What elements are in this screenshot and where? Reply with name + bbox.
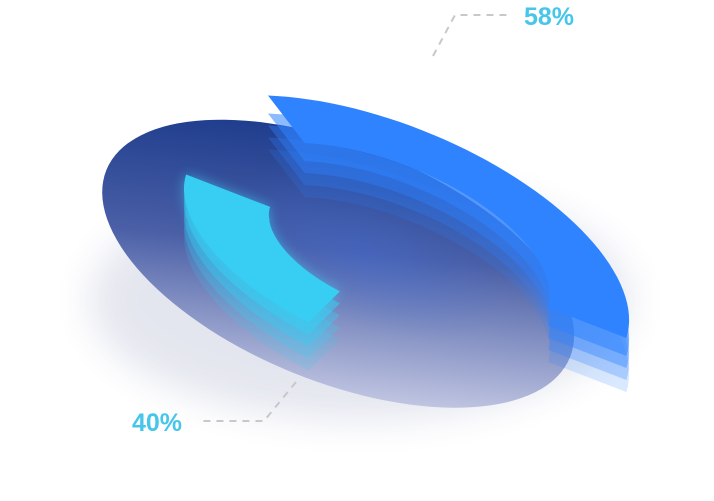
slice-label-40: 40% (132, 409, 182, 437)
slice-58 (268, 95, 630, 338)
slices-group (184, 95, 630, 392)
slice-40 (184, 174, 340, 323)
slice-label-58: 58% (524, 3, 574, 31)
donut-hole-glow (221, 168, 505, 341)
leader-line-40 (198, 381, 297, 422)
leader-line-58 (432, 14, 512, 57)
